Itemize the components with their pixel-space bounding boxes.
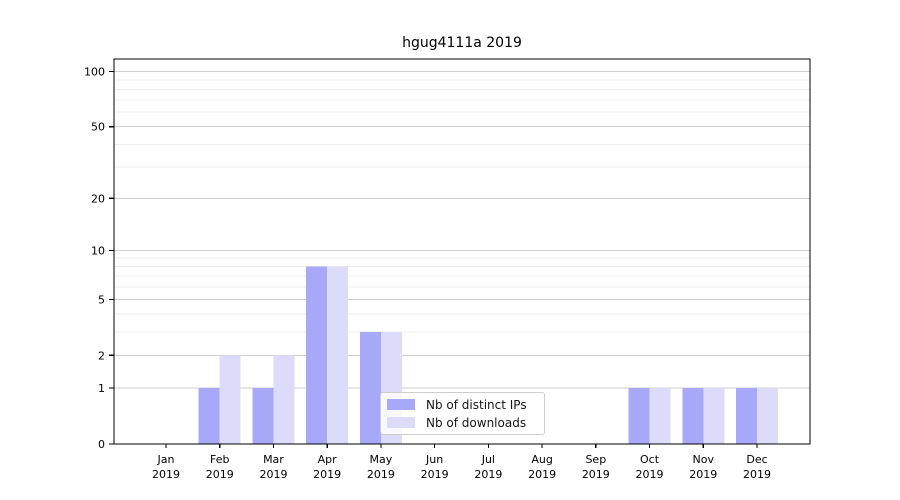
bar-oct-downloads (649, 388, 671, 444)
bar-dec-downloads (757, 388, 778, 444)
y-tick-label: 10 (91, 244, 105, 257)
x-tick-label: Jan 2019 (152, 453, 180, 481)
bar-may-distinct-ips (359, 332, 381, 444)
y-tick-label: 20 (91, 192, 105, 205)
legend-entry-downloads: Nb of downloads (387, 415, 538, 430)
legend-entry-distinct-ips: Nb of distinct IPs (387, 397, 538, 412)
x-tick-label: Apr 2019 (313, 453, 341, 481)
bars (198, 266, 778, 444)
bar-dec-distinct-ips (736, 388, 757, 444)
x-tick-label: Jul 2019 (474, 453, 502, 481)
y-tick-label: 50 (91, 121, 105, 134)
x-tick-label: Oct 2019 (636, 453, 664, 481)
y-grid-minor (114, 79, 810, 333)
x-tick-label: Mar 2019 (259, 453, 287, 481)
legend: Nb of distinct IPs Nb of downloads (380, 392, 545, 435)
bar-nov-downloads (703, 388, 725, 444)
y-tick-label: 0 (98, 438, 105, 451)
bar-feb-distinct-ips (198, 388, 220, 444)
x-tick-label: Jun 2019 (421, 453, 449, 481)
x-tick-label: Aug 2019 (528, 453, 556, 481)
bar-nov-distinct-ips (682, 388, 704, 444)
plot-border (113, 58, 811, 445)
x-axis-labels: Jan 2019 Feb 2019 Mar 2019 Apr 2019 May 2019 Jun 20… (152, 453, 771, 481)
x-tick-label: May 2019 (367, 453, 395, 481)
x-tick-label: Feb 2019 (206, 453, 234, 481)
x-axis-ticks (165, 444, 758, 448)
y-tick-label: 100 (84, 66, 105, 79)
distinct-ips-swatch-icon (387, 399, 415, 410)
bar-mar-distinct-ips (252, 388, 274, 444)
y-grid-major (114, 71, 810, 389)
downloads-swatch-icon (387, 417, 415, 428)
x-tick-label: Nov 2019 (689, 453, 717, 481)
y-tick-label: 5 (98, 293, 105, 306)
y-tick-label: 1 (98, 382, 105, 395)
x-tick-label: Dec 2019 (743, 453, 771, 481)
chart-title: hgug4111a 2019 (402, 35, 522, 51)
y-axis-ticks (109, 70, 114, 445)
bar-apr-distinct-ips (306, 266, 328, 444)
y-tick-label: 2 (98, 349, 105, 362)
y-axis-labels: 0 1 2 5 10 20 50 100 (84, 66, 105, 451)
bar-mar-downloads (273, 355, 295, 444)
bar-feb-downloads (219, 355, 241, 444)
bar-oct-distinct-ips (628, 388, 650, 444)
legend-label: Nb of distinct IPs (426, 397, 527, 412)
legend-label: Nb of downloads (426, 415, 527, 430)
x-tick-label: Sep 2019 (582, 453, 610, 481)
bar-apr-downloads (327, 266, 349, 444)
